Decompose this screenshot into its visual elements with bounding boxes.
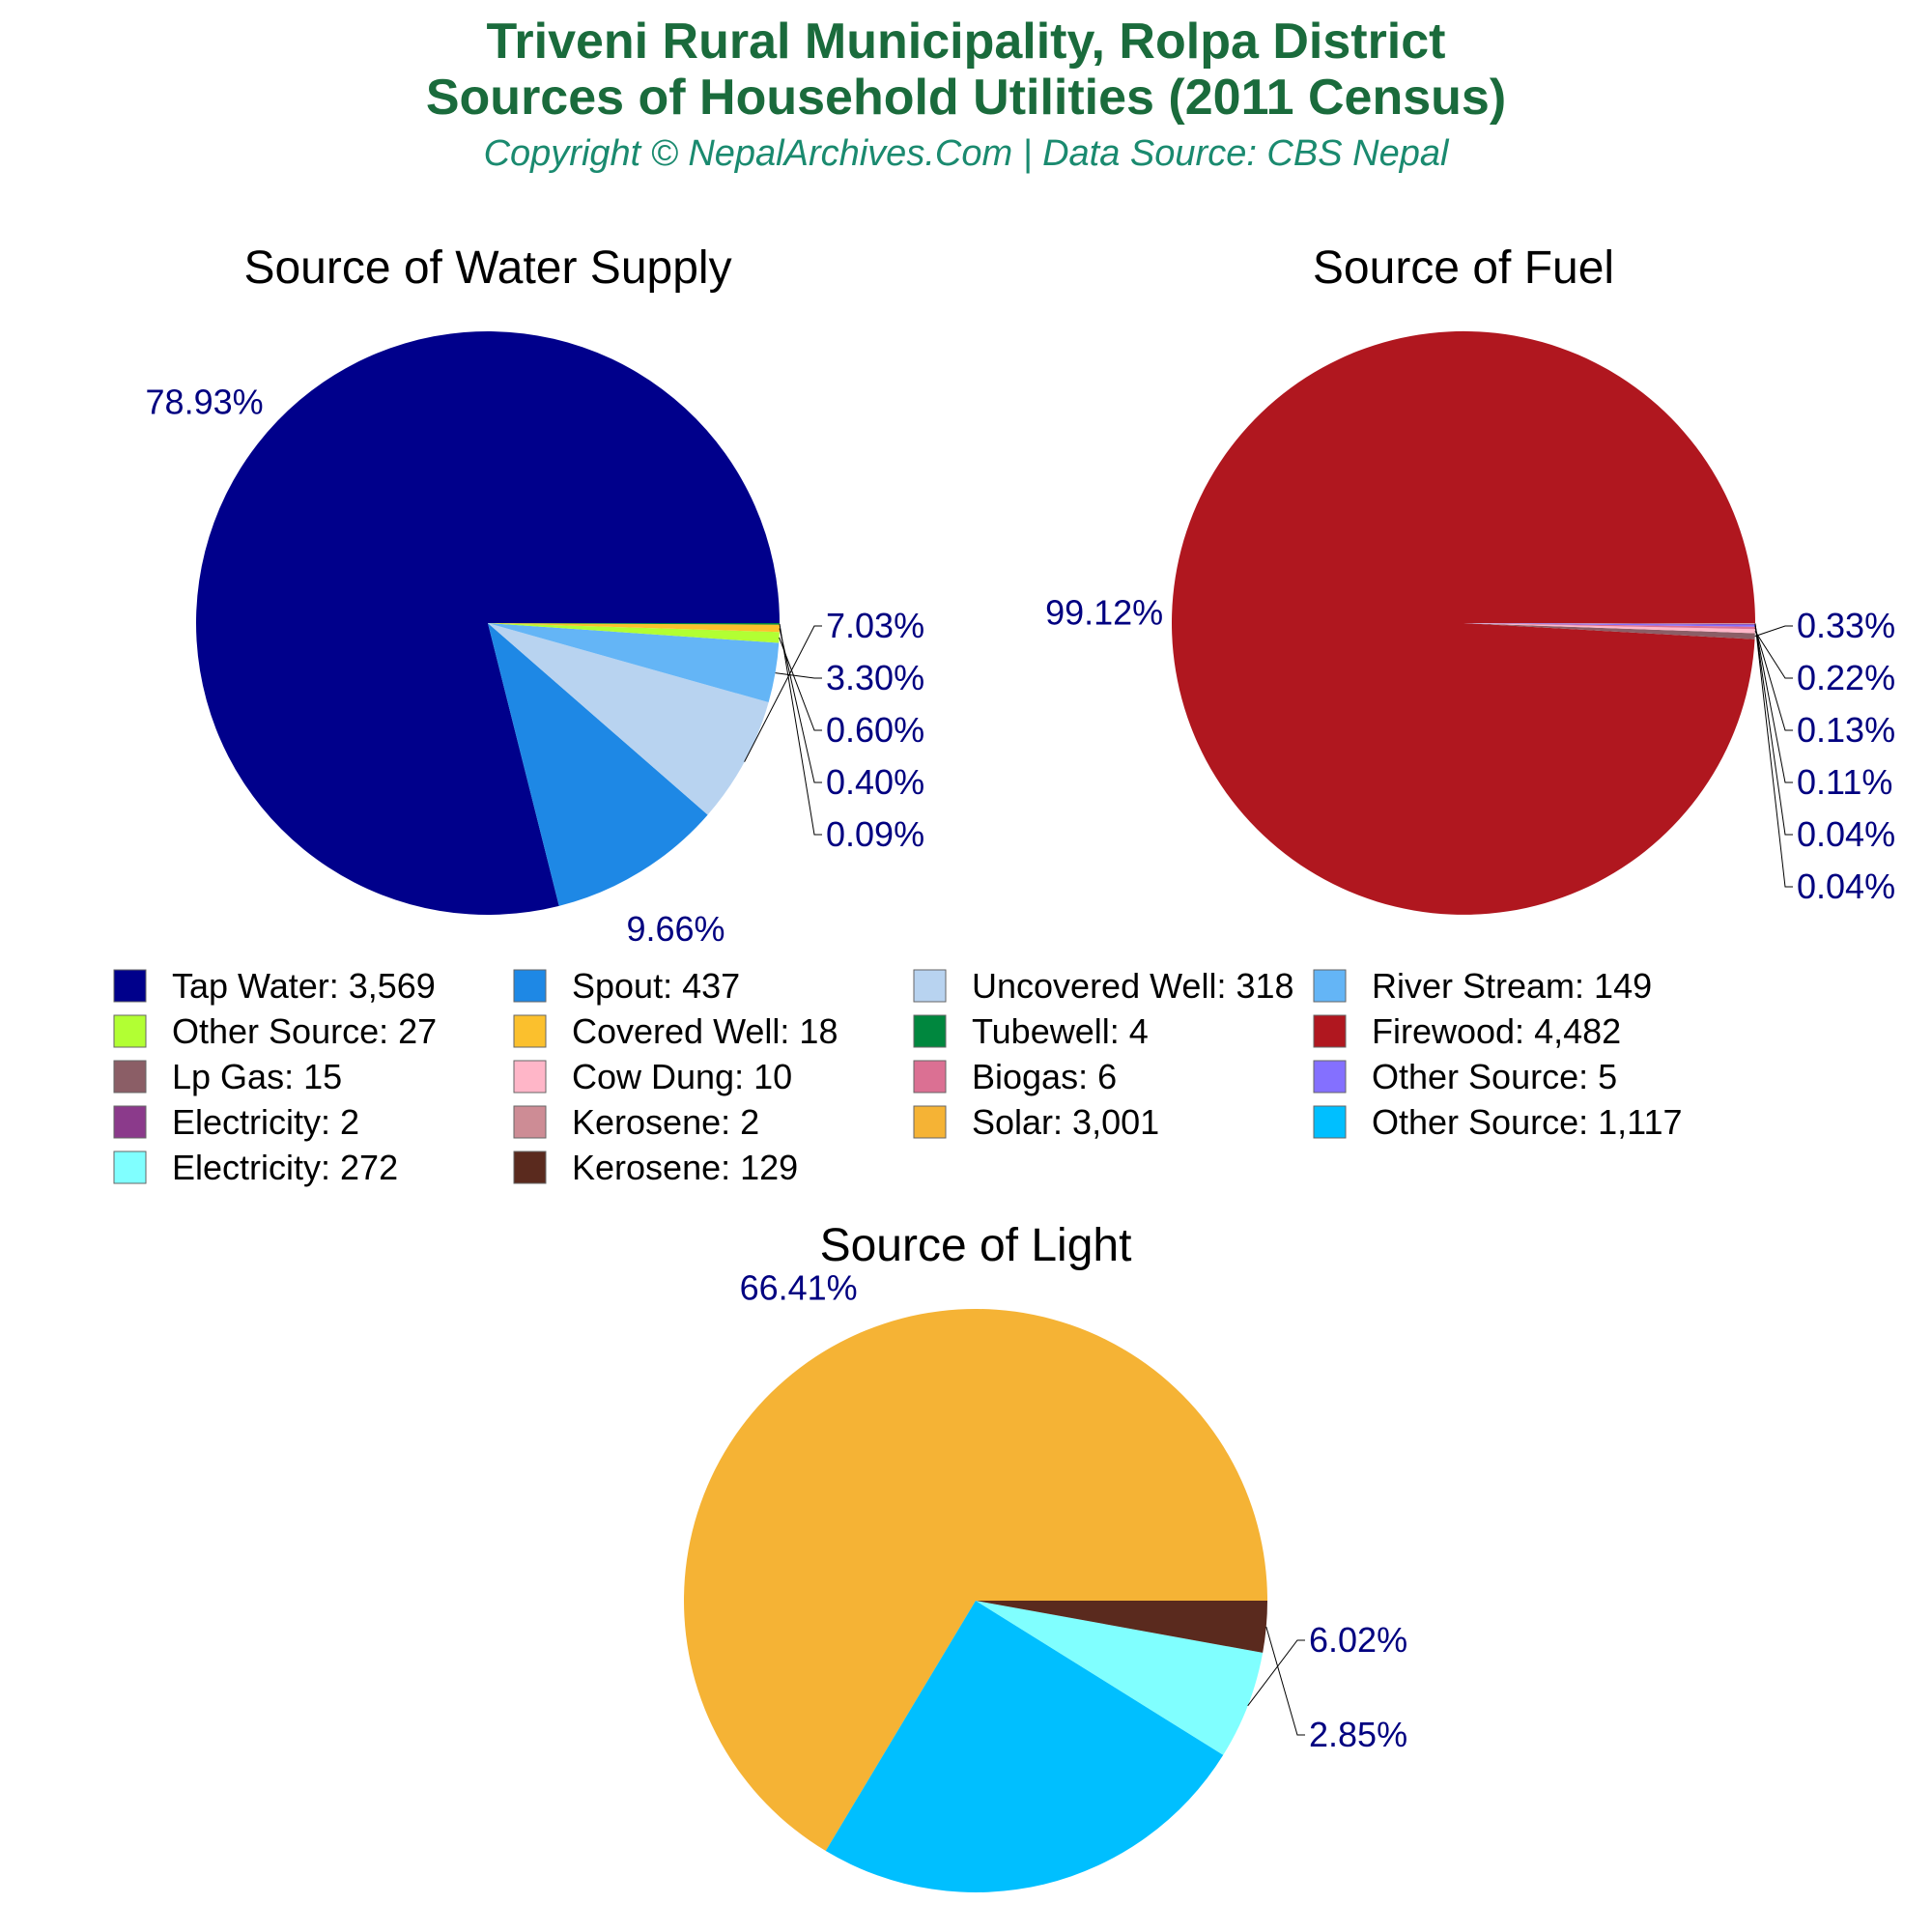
fuel-leader-6 (1754, 623, 1793, 888)
chart-header: Triveni Rural Municipality, Rolpa Distri… (0, 14, 1932, 175)
water-slice-3 (488, 623, 780, 703)
fuel-slice-3 (1463, 623, 1755, 630)
fuel-pct-label-5: 0.04% (1797, 814, 1895, 854)
light-pct-label-2: 6.02% (1309, 1620, 1407, 1660)
legend-swatch (513, 969, 547, 1003)
legend-swatch (913, 1105, 947, 1139)
legend-label: Other Source: 27 (172, 1011, 437, 1051)
fuel-slice-1 (1463, 623, 1755, 639)
chart-title-line-2: Sources of Household Utilities (2011 Cen… (425, 70, 1507, 126)
fuel-slice-4 (1463, 623, 1755, 627)
legend-swatch (1313, 1014, 1347, 1048)
water-pct-label-6: 0.09% (826, 814, 924, 854)
water-pct-label-2: 7.03% (826, 606, 924, 645)
water-leader-3 (775, 672, 822, 679)
fuel-pct-label-3: 0.13% (1797, 710, 1895, 750)
legend-swatch (513, 1105, 547, 1139)
light-pct-label-0: 66.41% (740, 1267, 858, 1307)
legend-label: Solar: 3,001 (972, 1102, 1159, 1142)
light-slice-1 (825, 1601, 1224, 1893)
legend-label: Firewood: 4,482 (1372, 1011, 1621, 1051)
fuel-slice-2 (1463, 623, 1755, 634)
water-leader-4 (779, 637, 822, 731)
water-pct-label-5: 0.40% (826, 762, 924, 802)
legend-label: Electricity: 2 (172, 1102, 359, 1142)
legend-label: Cow Dung: 10 (572, 1057, 792, 1096)
legend-label: Uncovered Well: 318 (972, 966, 1294, 1006)
chart-title-line-1: Triveni Rural Municipality, Rolpa Distri… (486, 14, 1446, 70)
light-pct-label-3: 2.85% (1309, 1715, 1407, 1754)
water-pct-label-3: 3.30% (826, 658, 924, 697)
legend-swatch (513, 1151, 547, 1184)
legend-swatch (113, 1060, 147, 1094)
legend-label: Covered Well: 18 (572, 1011, 838, 1051)
water-leader-2 (744, 625, 822, 762)
legend-swatch (113, 1151, 147, 1184)
fuel-leader-1 (1754, 625, 1793, 638)
water-slice-5 (488, 623, 780, 633)
fuel-leader-3 (1754, 627, 1793, 731)
light-pie-title: Source of Light (820, 1220, 1132, 1271)
fuel-pct-label-2: 0.22% (1797, 658, 1895, 697)
legend-swatch (913, 1014, 947, 1048)
water-slice-0 (196, 330, 781, 915)
legend-label: Other Source: 1,117 (1372, 1102, 1683, 1142)
legend-swatch (113, 969, 147, 1003)
fuel-pct-label-6: 0.04% (1797, 867, 1895, 906)
legend-label: Electricity: 272 (172, 1148, 398, 1187)
chart-subtitle: Copyright © NepalArchives.Com | Data Sou… (483, 133, 1449, 174)
water-pie-title: Source of Water Supply (243, 242, 731, 294)
light-slice-0 (684, 1309, 1267, 1852)
fuel-slice-6 (1463, 623, 1756, 624)
fuel-slice-0 (1172, 330, 1755, 915)
fuel-slice-5 (1463, 623, 1756, 625)
fuel-pct-label-4: 0.11% (1797, 762, 1892, 802)
legend-swatch (113, 1014, 147, 1048)
fuel-pie-title: Source of Fuel (1313, 242, 1614, 294)
legend-label: Other Source: 5 (1372, 1057, 1617, 1096)
light-pct-label-1: 24.72% (1001, 1930, 1119, 1932)
fuel-leader-4 (1754, 625, 1793, 783)
legend-label: Spout: 437 (572, 966, 740, 1006)
light-leader-2 (1247, 1639, 1305, 1707)
water-leader-6 (779, 623, 822, 836)
fuel-leader-2 (1754, 631, 1793, 679)
legend-label: Kerosene: 2 (572, 1102, 759, 1142)
water-slice-4 (488, 623, 780, 643)
water-pct-label-0: 78.93% (146, 382, 264, 421)
light-slice-2 (976, 1601, 1264, 1755)
legend-swatch (913, 1060, 947, 1094)
water-slice-1 (488, 623, 708, 906)
legend-label: Biogas: 6 (972, 1057, 1117, 1096)
water-slice-6 (488, 623, 781, 625)
legend-swatch (1313, 1105, 1347, 1139)
legend-swatch (1313, 969, 1347, 1003)
legend-swatch (913, 969, 947, 1003)
light-leader-3 (1265, 1626, 1305, 1736)
legend-swatch (513, 1014, 547, 1048)
legend-label: Tap Water: 3,569 (172, 966, 436, 1006)
water-leader-5 (779, 628, 822, 783)
water-slice-2 (488, 623, 769, 815)
legend-swatch (1313, 1060, 1347, 1094)
light-slice-3 (976, 1601, 1267, 1653)
legend-label: Lp Gas: 15 (172, 1057, 342, 1096)
water-pct-label-1: 9.66% (626, 909, 724, 949)
legend-label: River Stream: 149 (1372, 966, 1652, 1006)
legend-swatch (113, 1105, 147, 1139)
fuel-pct-label-1: 0.33% (1797, 606, 1895, 645)
legend-label: Kerosene: 129 (572, 1148, 798, 1187)
legend-label: Tubewell: 4 (972, 1011, 1149, 1051)
water-pct-label-4: 0.60% (826, 710, 924, 750)
legend-swatch (513, 1060, 547, 1094)
fuel-pct-label-0: 99.12% (1045, 593, 1163, 633)
fuel-leader-5 (1754, 624, 1793, 836)
